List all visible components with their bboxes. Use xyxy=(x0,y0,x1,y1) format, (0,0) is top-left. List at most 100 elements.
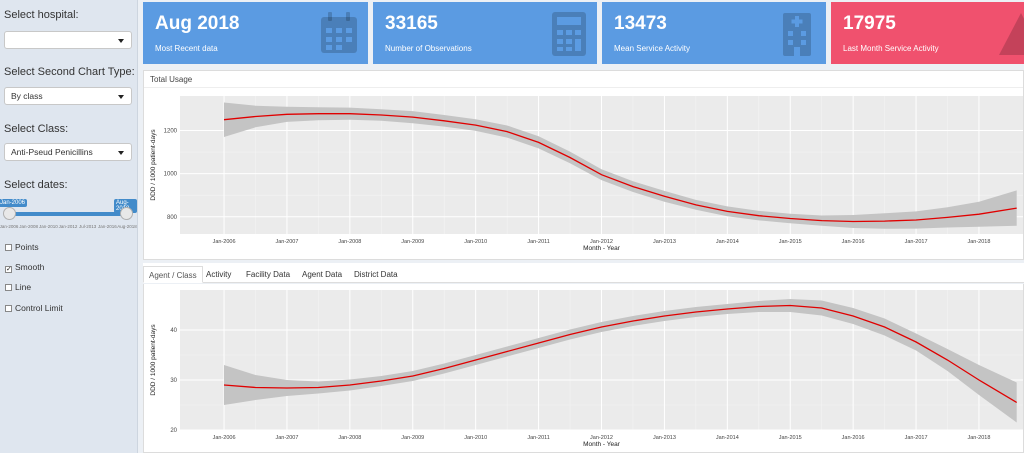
slider-tick-label: Jan-2008 xyxy=(19,224,39,229)
x-tick-label: Jan-2010 xyxy=(464,239,487,245)
x-tick-label: Jan-2014 xyxy=(716,239,739,245)
check-icon: ✓ xyxy=(5,266,12,273)
calculator-icon xyxy=(552,12,586,56)
total-usage-chart: Jan-2006 Jan-2007 Jan-2008 Jan-2009 Jan-2010… xyxy=(150,96,1023,252)
value-box-caption: Mean Service Activity xyxy=(614,44,691,53)
date-range-slider[interactable] xyxy=(10,212,126,216)
value-box-value: Aug 2018 xyxy=(155,13,240,34)
chart-tabs: Agent / Class Activity Facility Data Age… xyxy=(143,263,1024,283)
panel-title: Total Usage xyxy=(150,75,193,84)
slider-end-handle[interactable] xyxy=(120,207,133,220)
x-tick-label: Jan-2017 xyxy=(905,239,928,245)
value-box-observations: 33165 Number of Observations xyxy=(373,2,597,64)
x-tick-label: Jan-2015 xyxy=(779,239,802,245)
chart-type-select-value: By class xyxy=(11,91,43,101)
chart-type-select[interactable]: By class xyxy=(4,87,132,105)
value-box-mean-activity: 13473 Mean Service Activity xyxy=(602,2,826,64)
dates-label: Select dates: xyxy=(4,179,68,191)
slider-tick-label: Jan-2016 xyxy=(97,224,117,229)
agent-class-panel: Jan-2006 Jan-2007 Jan-2008 Jan-2009 Jan-2010… xyxy=(143,284,1024,453)
x-tick-label: Jan-2018 xyxy=(967,435,990,441)
y-tick-label: 1000 xyxy=(164,172,178,178)
y-tick-label: 40 xyxy=(170,328,177,334)
smooth-line xyxy=(223,113,1017,223)
x-tick-label: Jan-2015 xyxy=(779,435,802,441)
x-tick-label: Jan-2011 xyxy=(527,239,550,245)
y-tick-label: 20 xyxy=(170,428,177,434)
chevron-down-icon xyxy=(118,95,124,99)
x-tick-label: Jan-2012 xyxy=(590,435,613,441)
value-box-value: 13473 xyxy=(614,13,667,34)
tab-agent-class[interactable]: Agent / Class xyxy=(143,266,203,283)
y-axis-label: DDD / 1000 patient-days xyxy=(150,129,157,201)
x-tick-label: Jan-2018 xyxy=(967,239,990,245)
class-select[interactable]: Anti-Pseud Penicillins xyxy=(4,143,132,161)
class-label: Select Class: xyxy=(4,123,69,135)
x-tick-label: Jan-2007 xyxy=(275,239,298,245)
x-tick-label: Jan-2016 xyxy=(842,435,865,441)
slider-tick-label: Jan-2006 xyxy=(0,224,19,229)
hospital-icon xyxy=(783,13,811,56)
checkbox-box xyxy=(5,244,12,251)
value-box-caption: Last Month Service Activity xyxy=(843,44,939,53)
slider-tick-label: Jul-2013 xyxy=(79,224,97,229)
x-tick-label: Jan-2006 xyxy=(213,239,236,245)
x-tick-label: Jan-2010 xyxy=(464,435,487,441)
hospital-label: Select hospital: xyxy=(4,9,79,21)
sidebar: Select hospital: Select Second Chart Typ… xyxy=(0,0,138,453)
x-tick-label: Jan-2008 xyxy=(338,435,361,441)
x-tick-label: Jan-2009 xyxy=(401,435,424,441)
tab-activity[interactable]: Activity xyxy=(206,270,232,279)
x-tick-label: Jan-2016 xyxy=(842,239,865,245)
checkbox-box xyxy=(5,284,12,291)
slider-tick-label: Aug-2018 xyxy=(117,224,137,229)
x-tick-label: Jan-2006 xyxy=(213,435,236,441)
tab-agent-data[interactable]: Agent Data xyxy=(302,270,343,279)
points-checkbox[interactable]: Points xyxy=(5,242,39,252)
y-tick-label: 1200 xyxy=(164,129,178,135)
value-box-last-month-activity: 17975 Last Month Service Activity xyxy=(831,2,1024,64)
value-box-recent-data: Aug 2018 Most Recent data xyxy=(143,2,368,64)
warning-icon xyxy=(999,13,1024,55)
calendar-icon xyxy=(321,12,357,53)
points-label: Points xyxy=(15,242,39,252)
value-box-caption: Most Recent data xyxy=(155,44,218,53)
y-tick-label: 800 xyxy=(167,215,178,221)
tab-district-data[interactable]: District Data xyxy=(354,270,398,279)
x-tick-label: Jan-2011 xyxy=(527,435,550,441)
class-select-value: Anti-Pseud Penicillins xyxy=(11,147,93,157)
value-box-caption: Number of Observations xyxy=(385,44,472,53)
line-label: Line xyxy=(15,282,32,292)
x-tick-label: Jan-2013 xyxy=(653,239,676,245)
control-limit-checkbox[interactable]: Control Limit xyxy=(5,303,63,313)
x-tick-label: Jan-2017 xyxy=(905,435,928,441)
x-axis-label: Month - Year xyxy=(583,245,621,252)
chart-type-label: Select Second Chart Type: xyxy=(4,66,135,78)
smooth-label: Smooth xyxy=(15,262,45,272)
x-tick-label: Jan-2007 xyxy=(275,435,298,441)
x-axis-label: Month - Year xyxy=(583,441,621,448)
tab-facility-data[interactable]: Facility Data xyxy=(246,270,291,279)
smooth-checkbox[interactable]: ✓ Smooth xyxy=(5,262,45,273)
y-axis-label: DDD / 1000 patient-days xyxy=(150,324,157,396)
slider-start-handle[interactable] xyxy=(3,207,16,220)
agent-class-chart: Jan-2006 Jan-2007 Jan-2008 Jan-2009 Jan-2010… xyxy=(150,290,1023,448)
line-checkbox[interactable]: Line xyxy=(5,282,31,292)
slider-tick-label: Jan-2010 xyxy=(38,224,58,229)
checkbox-box xyxy=(5,305,12,312)
slider-start-tag: Jan-2006 xyxy=(0,199,28,207)
hospital-select[interactable] xyxy=(4,31,132,49)
y-tick-label: 30 xyxy=(170,378,177,384)
smooth-line xyxy=(223,304,1018,404)
x-tick-label: Jan-2008 xyxy=(338,239,361,245)
x-tick-label: Jan-2013 xyxy=(653,435,676,441)
chevron-down-icon xyxy=(118,151,124,155)
value-box-value: 17975 xyxy=(843,13,896,34)
x-tick-label: Jan-2009 xyxy=(401,239,424,245)
value-box-value: 33165 xyxy=(385,13,438,34)
total-usage-panel: Total Usage Jan-2006 Jan-2007 Jan-2008 Jan-… xyxy=(143,70,1024,260)
chevron-down-icon xyxy=(118,39,124,43)
slider-tick-label: Jan-2012 xyxy=(58,224,78,229)
confidence-band xyxy=(224,102,1017,229)
x-tick-label: Jan-2014 xyxy=(716,435,739,441)
